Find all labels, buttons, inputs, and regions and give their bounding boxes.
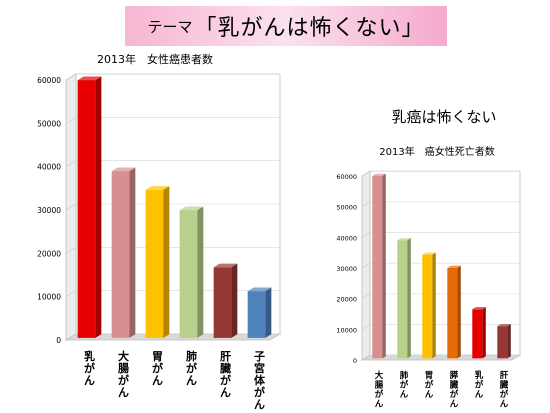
bar-side: [382, 173, 386, 359]
bar-front: [397, 240, 408, 359]
y-tick-label: 30000: [336, 265, 357, 273]
bar-side: [482, 307, 486, 359]
grid-line-side: [65, 73, 77, 81]
bar-side: [265, 287, 272, 338]
category-label: 肝臓がん: [499, 371, 509, 410]
bar: [497, 324, 511, 359]
bar-top: [472, 307, 486, 310]
bar-top: [247, 287, 272, 292]
y-tick-label: 10000: [336, 326, 357, 334]
y-tick-label: 60000: [37, 76, 61, 85]
y-tick-label: 50000: [37, 119, 61, 128]
bar-top: [397, 238, 411, 241]
y-tick-label: 50000: [336, 204, 357, 212]
grid-line-side: [361, 170, 371, 177]
category-label: 乳がん: [475, 370, 484, 400]
category-label: 胃がん: [425, 371, 434, 400]
grid-line-side: [65, 203, 77, 211]
chart-title: 2013年 癌女性死亡者数: [379, 145, 494, 158]
y-tick-label: 20000: [336, 296, 357, 304]
bar-top: [111, 167, 136, 172]
category-label: 大腸がん: [118, 349, 129, 399]
bar: [145, 186, 170, 338]
bar: [247, 287, 272, 338]
bar-front: [447, 267, 458, 359]
bar-front: [179, 210, 198, 338]
bar-side: [95, 76, 102, 338]
bar-front: [422, 254, 433, 359]
bar-side: [129, 167, 136, 338]
grid-line-side: [65, 117, 77, 124]
bar-top: [179, 206, 204, 211]
y-tick-label: 40000: [37, 163, 61, 172]
category-label: 胃がん: [152, 350, 163, 387]
banner-title: テーマ 「乳がんは怖くない」: [125, 6, 447, 46]
bar-front: [77, 80, 96, 338]
bar-front: [472, 309, 483, 359]
category-label: 肺がん: [400, 370, 409, 400]
chart-female-cancer-patients: 2013年 女性癌患者数 0 10000 20000 30000 40000 50000 60…: [37, 52, 282, 411]
grid-line-side: [65, 333, 77, 341]
bar-side: [407, 238, 411, 359]
bar-top: [145, 186, 170, 190]
chart-title: 2013年 女性癌患者数: [97, 52, 213, 66]
bar-side: [507, 324, 511, 359]
bar-side: [432, 252, 436, 359]
y-tick-label: 0: [353, 357, 357, 365]
bar-side: [457, 265, 461, 359]
bar-front: [372, 175, 383, 359]
bar: [372, 173, 386, 359]
bar-top: [447, 265, 461, 268]
category-label: 膵臓がん: [449, 370, 459, 410]
y-tick-label: 0: [56, 336, 61, 345]
bar-top: [497, 324, 511, 327]
bar-front: [145, 189, 164, 338]
bar-side: [163, 186, 170, 338]
bar-side: [197, 206, 204, 338]
y-tick-label: 40000: [336, 234, 357, 242]
y-tick-label: 30000: [37, 206, 61, 215]
category-label: 子宮体がん: [254, 350, 266, 411]
chart-heading: 乳癌は怖くない: [391, 108, 496, 126]
banner-background: [125, 6, 447, 46]
grid-line-side: [65, 290, 77, 297]
category-label: 乳がん: [84, 349, 95, 387]
bar-front: [497, 326, 508, 359]
category-label: 肝臓がん: [220, 350, 231, 399]
bar: [111, 167, 136, 338]
bar: [472, 307, 486, 359]
banner-main-title: 「乳がんは怖くない」: [194, 16, 425, 41]
theme-banner: テーマ 「乳がんは怖くない」: [125, 6, 447, 46]
bar-side: [231, 263, 238, 338]
y-tick-label: 10000: [37, 293, 61, 302]
bar: [422, 252, 436, 359]
grid-line-side: [65, 247, 77, 254]
bar: [447, 265, 461, 359]
grid-line-side: [361, 262, 371, 269]
grid-line-side: [361, 324, 371, 330]
bar: [77, 76, 102, 338]
category-label: 大腸がん: [375, 370, 384, 410]
bar-top: [422, 252, 436, 255]
bar-top: [372, 173, 386, 176]
bar-top: [77, 76, 102, 81]
bar-front: [213, 267, 232, 338]
grid-line-side: [361, 293, 371, 299]
y-tick-label: 60000: [336, 173, 357, 181]
grid-line-side: [65, 160, 77, 167]
bar: [397, 238, 411, 359]
bar-front: [111, 171, 130, 338]
grid-line-side: [361, 354, 371, 361]
y-tick-label: 20000: [37, 249, 61, 258]
grid-line-side: [361, 201, 371, 207]
bar: [213, 263, 238, 338]
category-label: 肺がん: [186, 349, 197, 387]
bar-top: [213, 263, 238, 268]
grid-line-side: [361, 232, 371, 238]
bar-front: [247, 291, 266, 338]
bar: [179, 206, 204, 338]
banner-prefix: テーマ: [147, 17, 193, 36]
chart-female-cancer-deaths: 乳癌は怖くない 2013年 癌女性死亡者数 0 10000 20000 30000 4000…: [336, 108, 522, 410]
